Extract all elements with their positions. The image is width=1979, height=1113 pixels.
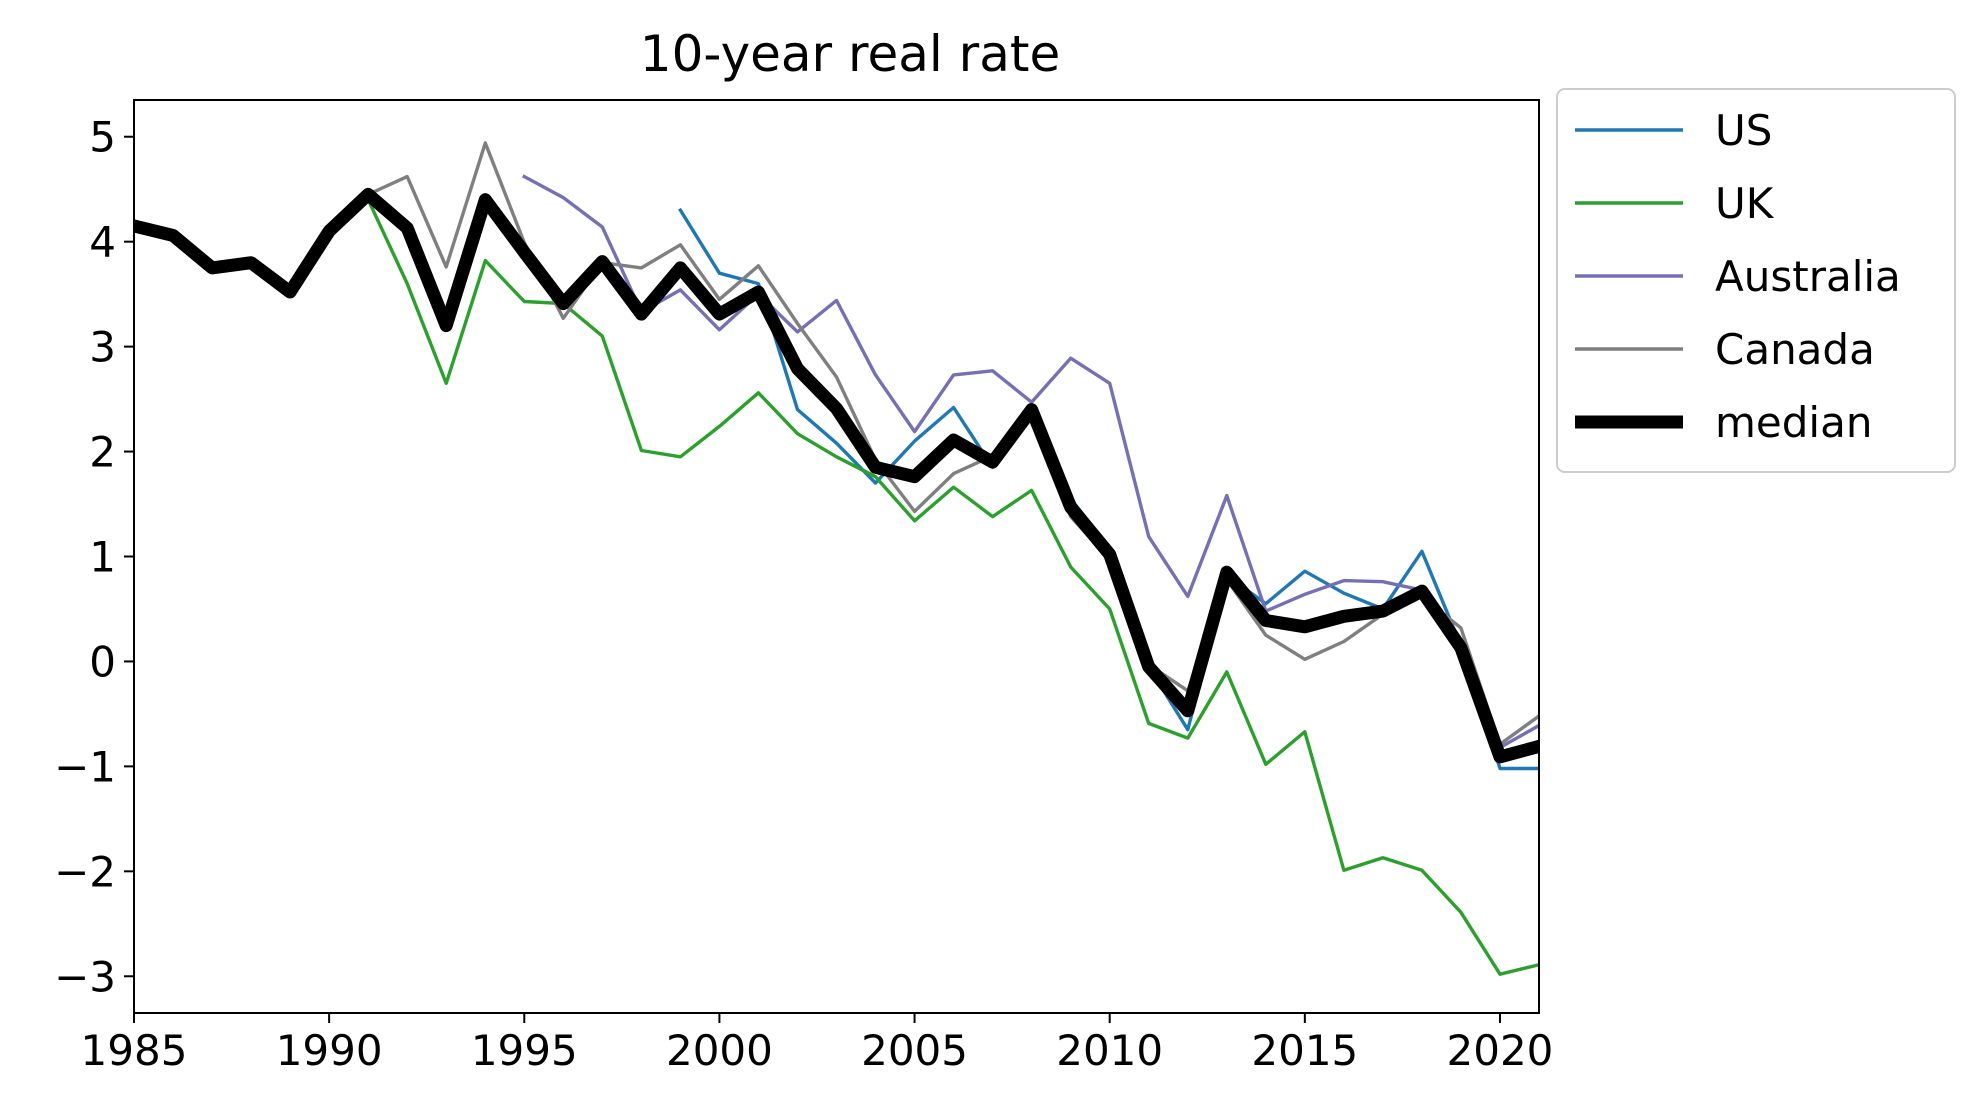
x-axis: 1985 1990 1995 2000 2005 2010 2015 2020 — [81, 1013, 1554, 1075]
series-layer — [134, 141, 1539, 976]
legend-label-median: median — [1715, 398, 1872, 447]
y-tick-label: 0 — [89, 637, 116, 686]
x-tick-label: 2015 — [1251, 1026, 1358, 1075]
y-tick-label: 3 — [89, 323, 116, 372]
series-line-canada — [365, 141, 1539, 746]
y-tick-label: 2 — [89, 428, 116, 477]
legend-label-us: US — [1715, 106, 1772, 155]
legend: US UK Australia Canada median — [1556, 88, 1956, 473]
y-tick-label: 5 — [89, 113, 116, 162]
legend-label-australia: Australia — [1715, 252, 1901, 301]
series-line-uk — [365, 197, 1539, 976]
legend-label-uk: UK — [1715, 179, 1775, 228]
series-line-us — [678, 207, 1539, 771]
y-tick-label: 1 — [89, 533, 116, 582]
y-tick-label: 4 — [89, 218, 116, 267]
legend-box — [1556, 88, 1956, 473]
y-axis: −3 −2 −1 0 1 2 3 4 5 — [54, 113, 134, 1001]
x-tick-label: 2005 — [861, 1026, 968, 1075]
x-tick-label: 1995 — [471, 1026, 578, 1075]
plot-frame — [133, 99, 1540, 1014]
y-tick-label: −3 — [54, 952, 116, 1001]
x-tick-label: 2020 — [1447, 1026, 1554, 1075]
series-line-australia — [521, 174, 1539, 750]
chart-title: 10-year real rate — [640, 25, 1060, 83]
x-tick-label: 1985 — [81, 1026, 188, 1075]
legend-label-canada: Canada — [1715, 325, 1875, 374]
series-line-median — [134, 187, 1539, 764]
y-tick-label: −1 — [54, 742, 116, 791]
x-tick-label: 1990 — [276, 1026, 383, 1075]
x-tick-label: 2000 — [666, 1026, 773, 1075]
y-tick-label: −2 — [54, 847, 116, 896]
x-tick-label: 2010 — [1056, 1026, 1163, 1075]
